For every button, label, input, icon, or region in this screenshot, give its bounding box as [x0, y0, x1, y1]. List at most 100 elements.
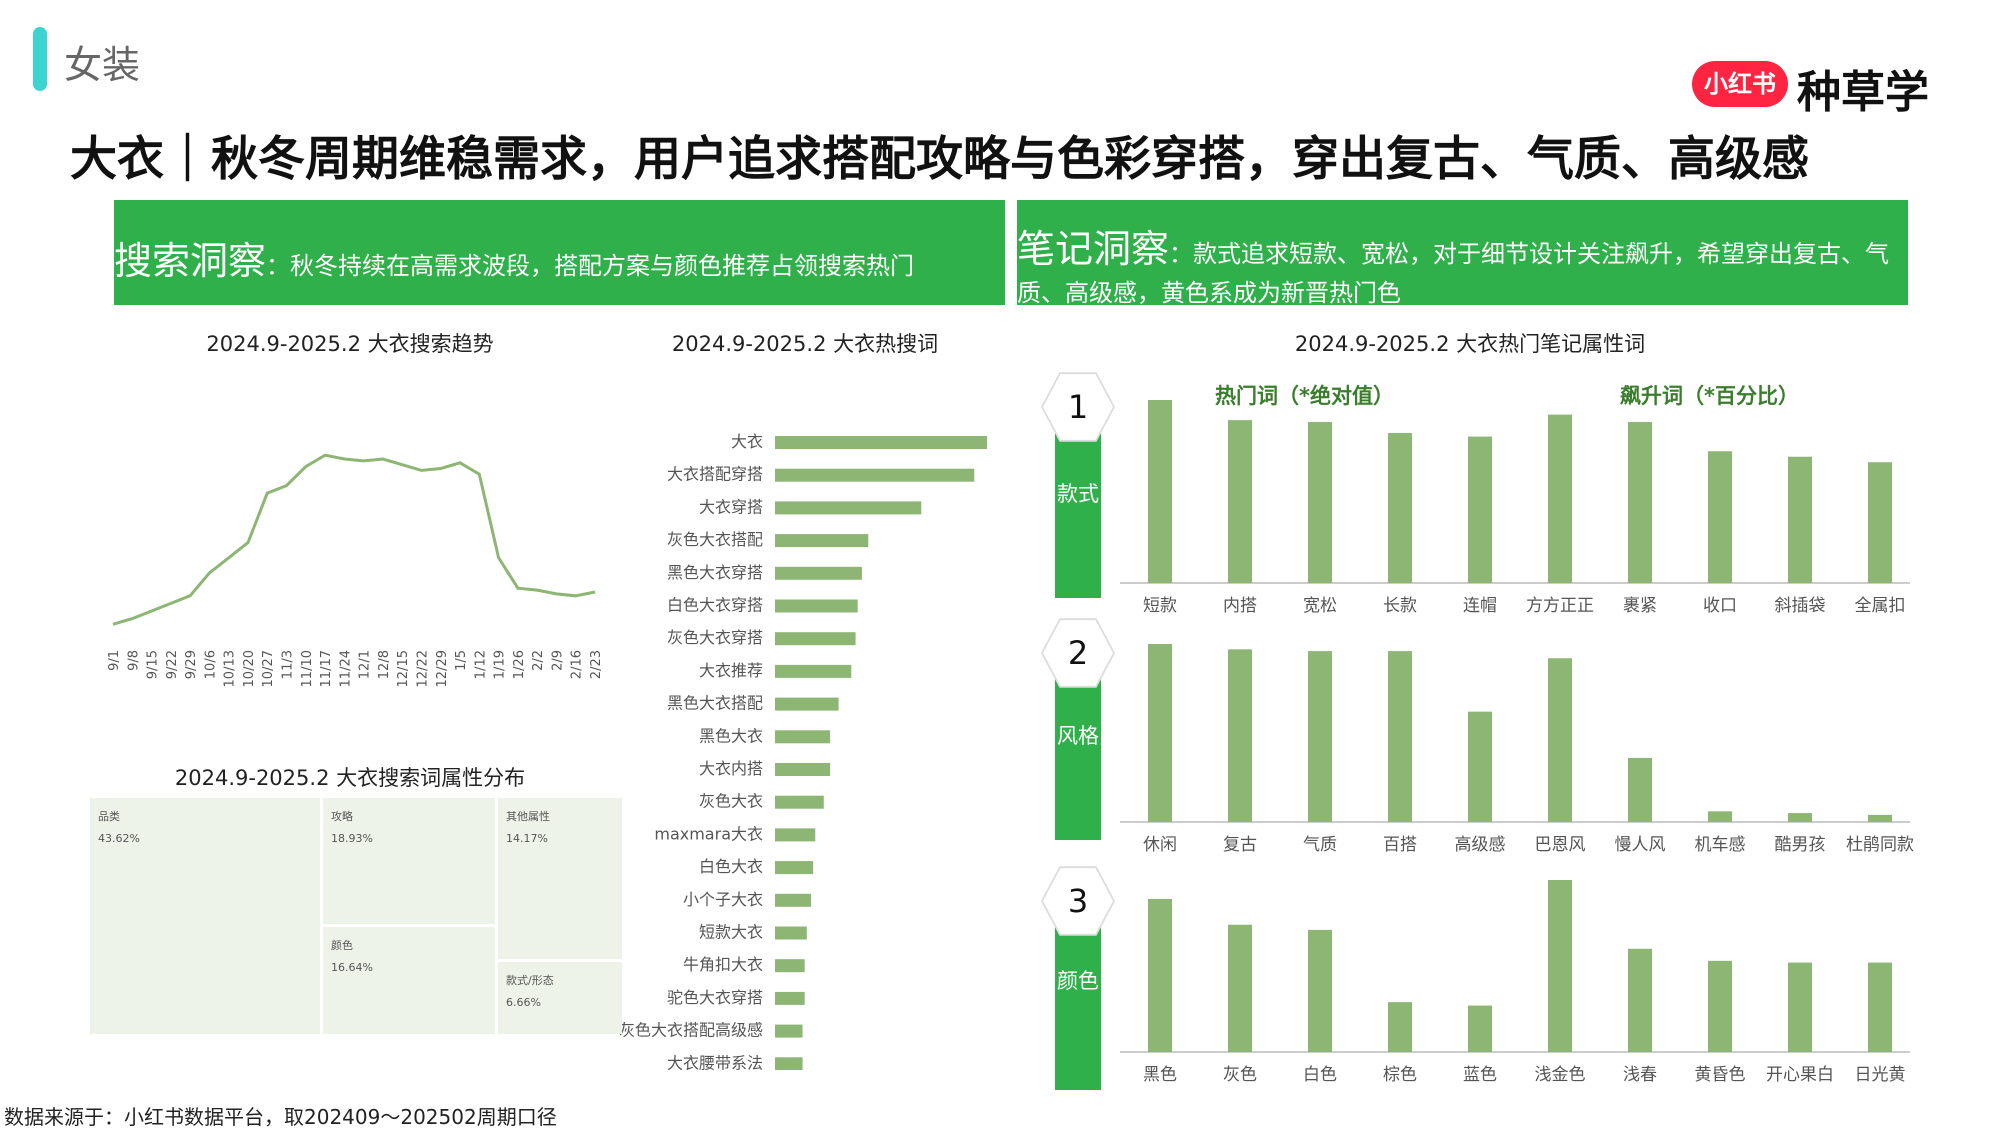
legend-hot: 热门词（*绝对值）	[1215, 384, 1394, 408]
hotword-bar	[775, 730, 831, 744]
notes-insight-box: 笔记洞察：款式追求短款、宽松，对于细节设计关注飙升，希望穿出复古、气质、高级感，…	[1017, 200, 1908, 307]
trend-x-tick: 9/29	[184, 650, 199, 679]
attr-bar	[1468, 1005, 1492, 1052]
attr-bar	[1228, 420, 1252, 583]
hotword-bar	[775, 534, 869, 548]
attr-bar	[1708, 451, 1732, 583]
search-insight-box: 搜索洞察：秋冬持续在高需求波段，搭配方案与颜色推荐占领搜索热门	[114, 200, 1005, 305]
legend-rising: 飙升词（*百分比）	[1620, 384, 1799, 408]
trend-x-tick: 10/27	[261, 650, 276, 687]
hotword-label: 黑色大衣穿搭	[667, 563, 763, 582]
trend-series-line	[112, 453, 596, 626]
hotword-bar	[775, 664, 852, 678]
attr-bar	[1708, 811, 1732, 822]
hotword-bar	[775, 1024, 803, 1038]
attr-bar	[1148, 898, 1172, 1052]
treemap-cell-category: 品类 43.62%	[90, 798, 320, 1034]
attr-label: 收口	[1703, 596, 1737, 616]
hotword-bar	[775, 468, 975, 482]
attr-label: 浅春	[1623, 1065, 1657, 1085]
category-accent-bar	[33, 27, 47, 91]
hotword-label: 大衣推荐	[699, 661, 763, 680]
treemap-cell-label: 颜色	[331, 939, 353, 952]
hotword-bar	[775, 893, 812, 907]
attr-bar	[1388, 1002, 1412, 1052]
trend-x-tick: 1/26	[512, 650, 527, 679]
hotword-label: 大衣	[731, 432, 763, 451]
attr-bar	[1868, 814, 1892, 822]
attr-bar	[1148, 644, 1172, 822]
trend-x-tick: 2/16	[570, 650, 585, 679]
attr-bar	[1388, 432, 1412, 583]
attr-bar	[1468, 711, 1492, 822]
attr-label: 黑色	[1143, 1065, 1177, 1085]
treemap-cell-label: 品类	[98, 810, 120, 823]
brand-name: 种草学	[1797, 67, 1929, 118]
attr-label: 内搭	[1223, 596, 1257, 616]
attr-bar	[1788, 962, 1812, 1052]
trend-x-tick: 10/13	[223, 650, 238, 687]
attr-label: 浅金色	[1535, 1065, 1586, 1085]
hotword-bar	[775, 926, 807, 940]
trend-x-tick: 2/2	[531, 650, 546, 671]
treemap-chart: 品类 43.62% 攻略 18.93% 颜色 16.64% 其他属性 14.17…	[90, 798, 622, 1034]
attr-bar	[1868, 462, 1892, 583]
hotword-label: 小个子大衣	[683, 890, 763, 909]
trend-chart-title: 2024.9-2025.2 大衣搜索趋势	[206, 332, 494, 356]
treemap-cell-guide: 攻略 18.93%	[323, 798, 495, 924]
trend-x-tick: 9/8	[126, 650, 141, 671]
search-insight-heading: 搜索洞察	[114, 239, 267, 283]
hotword-bar	[775, 436, 987, 449]
trend-x-tick: 11/10	[300, 650, 315, 687]
treemap-cell-label: 其他属性	[506, 810, 550, 823]
attr-bar	[1308, 651, 1332, 822]
attr-bar	[1628, 421, 1652, 583]
xiaohongshu-logo: 小红书	[1692, 61, 1788, 107]
attr-label: 短款	[1143, 596, 1177, 616]
notes-insight-body: ：款式追求短款、宽松，对于细节设计关注飙升，希望穿出复古、气质、高级感，黄色系成…	[1017, 240, 1890, 307]
panel-3-number: 3	[1043, 868, 1113, 934]
hotword-label: 灰色大衣	[699, 792, 763, 811]
attr-bar	[1788, 456, 1812, 583]
notes-insight-heading: 笔记洞察	[1017, 227, 1170, 271]
attr-label: 开心果白	[1766, 1065, 1834, 1085]
trend-x-tick: 1/19	[493, 650, 508, 679]
treemap-cell-color: 颜色 16.64%	[323, 927, 495, 1034]
trend-x-tick: 9/22	[165, 650, 180, 679]
attr-bar	[1388, 651, 1412, 822]
hotword-label: 驼色大衣穿搭	[667, 988, 763, 1007]
trend-x-tick: 9/15	[146, 650, 161, 679]
attr-bar	[1148, 400, 1172, 583]
treemap-chart-title: 2024.9-2025.2 大衣搜索词属性分布	[174, 766, 526, 790]
notes-chart-title: 2024.9-2025.2 大衣热门笔记属性词	[1294, 332, 1646, 356]
trend-x-tick: 10/6	[203, 650, 218, 679]
attr-label: 裹紧	[1623, 596, 1657, 616]
hotword-label: 大衣腰带系法	[667, 1053, 763, 1070]
panel-3-label: 颜色	[1055, 915, 1101, 1090]
attr-bar	[1228, 924, 1252, 1052]
attr-label: 黄昏色	[1695, 1065, 1746, 1085]
page-title: 大衣｜秋冬周期维稳需求，用户追求搭配攻略与色彩穿搭，穿出复古、气质、高级感	[70, 132, 1809, 187]
hotword-label: 灰色大衣搭配	[667, 530, 763, 549]
trend-x-tick: 9/1	[107, 650, 122, 671]
hotword-label: maxmara大衣	[654, 824, 763, 843]
trend-x-tick: 12/29	[435, 650, 450, 687]
hotword-bar	[775, 861, 814, 875]
attr-bar	[1788, 813, 1812, 822]
panel-2-number: 2	[1043, 620, 1113, 686]
attr-label: 休闲	[1143, 835, 1177, 855]
trend-x-tick: 12/22	[415, 650, 430, 687]
hotword-label: 大衣搭配穿搭	[667, 465, 763, 484]
attr-label: 巴恩风	[1535, 835, 1586, 855]
hotword-bar	[775, 501, 922, 515]
attr-label: 杜鹃同款	[1846, 835, 1914, 855]
hotword-label: 大衣内搭	[699, 759, 763, 778]
hotword-bar	[775, 959, 805, 973]
attr-bar	[1468, 436, 1492, 583]
attr-label: 日光黄	[1855, 1065, 1906, 1085]
trend-x-tick: 11/17	[319, 650, 334, 687]
trend-x-tick: 12/8	[377, 650, 392, 679]
panel-1-number: 1	[1043, 374, 1113, 440]
hotword-bar	[775, 566, 862, 580]
